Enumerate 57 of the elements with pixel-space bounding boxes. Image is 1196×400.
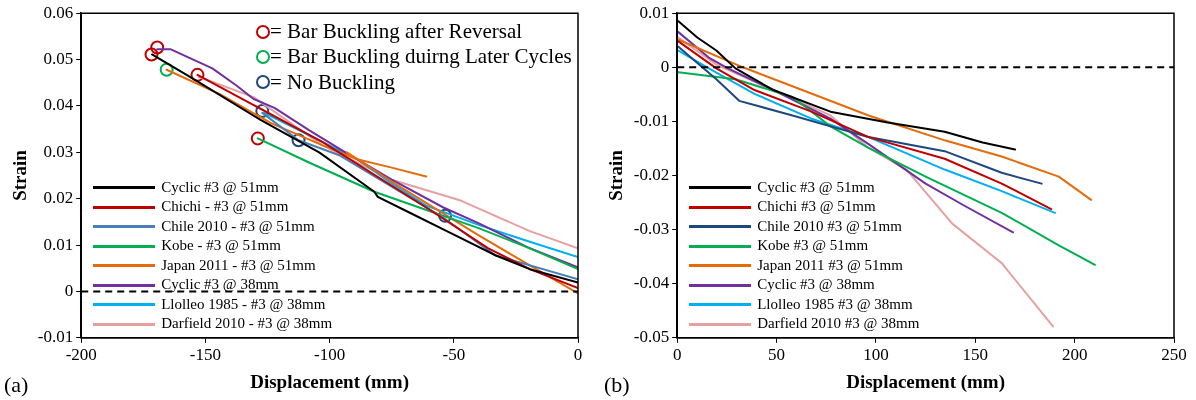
point <box>150 40 165 55</box>
legend-label: Darfield 2010 - #3 @ 38mm <box>161 314 333 334</box>
text: (a) <box>4 372 29 398</box>
y-tick-label: 0.02 <box>43 188 74 208</box>
x-tick-label: 0 <box>573 345 583 365</box>
x-tick-label: 200 <box>1061 345 1088 365</box>
point <box>250 131 265 146</box>
y-tick-label: 0.05 <box>43 49 74 69</box>
y-tick-label: 0.03 <box>43 141 74 161</box>
legend-label: Kobe - #3 @ 51mm <box>161 236 281 256</box>
legend-label: Cyclic #3 @ 51mm <box>757 177 875 197</box>
legend-label: Llolleo 1985 - #3 @ 38mm <box>161 294 326 314</box>
point <box>255 104 270 119</box>
x-tick-label: 50 <box>768 345 786 365</box>
legend-label: Cyclic #3 @ 38mm <box>757 275 875 295</box>
legend-label: = Bar Buckling duirng Later Cycles <box>270 44 572 70</box>
y-axis-title: Strain <box>9 149 31 201</box>
point <box>144 47 159 62</box>
legend-label: = Bar Buckling after Reversal <box>270 19 523 45</box>
legend-label: Japan 2011 #3 @ 51mm <box>757 255 903 275</box>
y-tick-label: 0.01 <box>639 2 670 22</box>
x-tick-label: -150 <box>189 345 221 365</box>
y-tick-label: -0.04 <box>633 273 670 293</box>
y-tick-label: 0 <box>660 56 670 76</box>
legend-label: = No Buckling <box>270 69 396 95</box>
legend-label: Chile 2010 #3 @ 51mm <box>757 216 902 236</box>
y-tick-label: -0.01 <box>37 327 74 347</box>
point <box>438 208 453 223</box>
legend-label: Darfield 2010 #3 @ 38mm <box>757 314 920 334</box>
legend-label: Chichi - #3 @ 51mm <box>161 197 289 217</box>
legend-label: Chichi #3 @ 51mm <box>757 197 876 217</box>
y-tick-label: -0.02 <box>633 164 670 184</box>
y-tick-label: 0.06 <box>43 2 74 22</box>
x-tick-label: -50 <box>442 345 466 365</box>
x-tick-label: 100 <box>863 345 889 365</box>
x-tick-label: 250 <box>1161 345 1187 365</box>
legend-label: Chile 2010 - #3 @ 51mm <box>161 216 315 236</box>
y-tick-label: -0.01 <box>633 110 670 130</box>
text: (b) <box>604 372 630 398</box>
x-axis-title: Displacement (mm) <box>250 370 410 393</box>
legend-label: Llolleo 1985 #3 @ 38mm <box>757 294 913 314</box>
point <box>190 67 205 82</box>
y-tick-label: -0.03 <box>633 219 670 239</box>
legend-label: Kobe #3 @ 51mm <box>757 236 869 256</box>
y-tick-label: 0.04 <box>43 95 74 115</box>
y-axis-title: Strain <box>605 149 627 201</box>
x-tick-label: -200 <box>65 345 97 365</box>
y-tick-label: -0.05 <box>633 327 670 347</box>
point <box>159 62 174 77</box>
legend-label: Cyclic #3 @ 51mm <box>161 177 279 197</box>
x-axis-title: Displacement (mm) <box>846 370 1006 393</box>
x-tick-label: -100 <box>314 345 346 365</box>
point <box>291 133 306 148</box>
y-tick-label: 0 <box>64 280 74 300</box>
y-tick-label: 0.01 <box>43 234 74 254</box>
legend-label: Japan 2011 - #3 @ 51mm <box>161 255 316 275</box>
x-tick-label: 150 <box>962 345 989 365</box>
